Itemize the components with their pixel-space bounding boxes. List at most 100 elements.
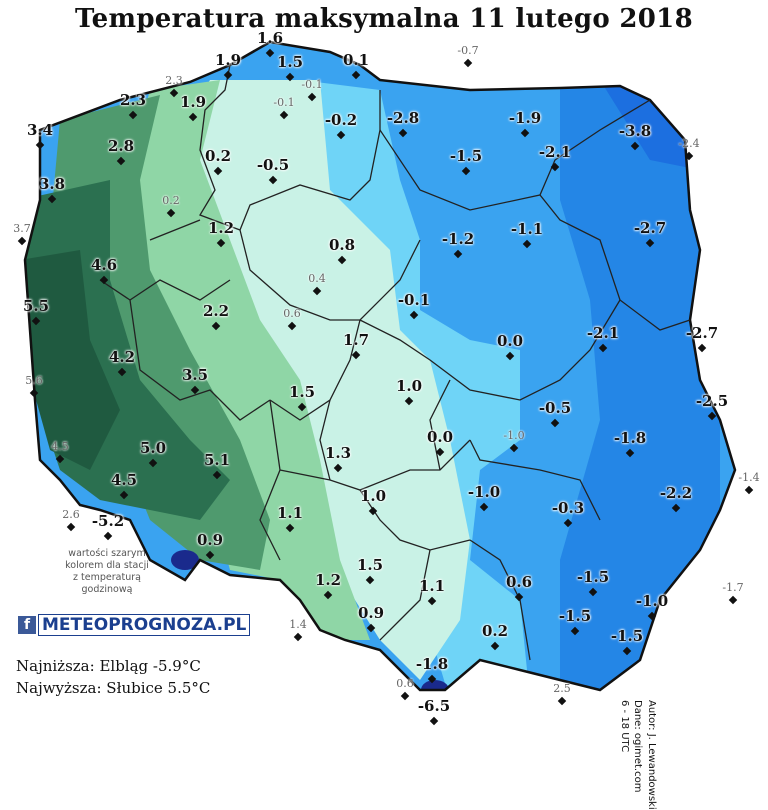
station-36: 0.0: [497, 333, 523, 360]
station-value: 3.8: [38, 174, 66, 193]
station-56: -2.2: [659, 483, 693, 512]
station-value: -2.2: [659, 483, 693, 502]
station-76: 0.6: [396, 678, 414, 700]
station-value: -2.7: [633, 218, 667, 237]
station-value: 5.5: [22, 296, 50, 315]
station-value: -2.5: [695, 391, 729, 410]
station-14: -2.4: [678, 138, 700, 160]
station-value: -1.4: [738, 470, 760, 484]
station-value: 0.9: [357, 603, 385, 622]
station-value: -1.8: [415, 654, 449, 673]
station-value: 1.1: [276, 503, 304, 522]
station-34: -0.1: [397, 290, 431, 319]
note-line: kolorem dla stacji: [65, 559, 149, 571]
station-value: 0.8: [328, 235, 356, 254]
station-4: -0.7: [457, 43, 479, 67]
station-20: -2.1: [539, 144, 571, 171]
highest-temperature: Najwyższa: Słubice 5.5°C: [16, 678, 211, 697]
station-72: 1.4: [289, 619, 307, 641]
station-value: -1.5: [449, 146, 483, 165]
station-47: 0.0: [426, 427, 454, 456]
station-32: 2.2: [203, 303, 229, 330]
station-67: 0.6: [505, 572, 533, 601]
station-75: -1.8: [415, 654, 449, 683]
station-value: 1.5: [356, 555, 384, 574]
station-value: 1.0: [395, 376, 423, 395]
station-55: -1.0: [467, 482, 501, 511]
station-58: -0.3: [551, 498, 585, 527]
station-value: 1.1: [418, 576, 446, 595]
station-value: -2.8: [386, 108, 420, 127]
station-value: 2.8: [107, 136, 135, 155]
station-66: 1.1: [418, 576, 446, 605]
station-16: 2.8: [107, 136, 135, 165]
station-value: -1.0: [467, 482, 501, 501]
station-value: -6.5: [417, 696, 451, 715]
station-64: -1.5: [576, 567, 610, 596]
station-value: 2.5: [553, 681, 571, 695]
station-0: 1.6: [256, 28, 284, 57]
station-value: 1.5: [288, 382, 316, 401]
station-value: 0.6: [505, 572, 533, 591]
station-31: 5.5: [22, 296, 50, 325]
station-value: -1.5: [576, 567, 610, 586]
station-value: 3.5: [181, 365, 209, 384]
station-value: 1.9: [179, 92, 207, 111]
logo-text[interactable]: METEOPROGNOZA.PL: [38, 614, 251, 636]
station-value: 3.7: [13, 221, 31, 235]
logo[interactable]: f METEOPROGNOZA.PL: [18, 614, 251, 636]
station-value: 5.0: [139, 438, 167, 457]
station-70: -1.5: [559, 608, 591, 635]
station-value: 2.6: [62, 507, 80, 521]
station-value: 0.0: [426, 427, 454, 446]
temperature-map: [23, 40, 737, 692]
station-value: 0.6: [283, 306, 301, 320]
station-value: 0.1: [342, 50, 370, 69]
station-value: 1.6: [256, 28, 284, 47]
station-value: 0.2: [162, 193, 180, 207]
note-line: z temperaturą: [73, 571, 141, 583]
station-74: -1.5: [611, 628, 643, 655]
lowest-temperature: Najniższa: Elbląg -5.9°C: [16, 657, 201, 675]
station-value: 5.1: [203, 450, 231, 469]
station-65: 1.2: [315, 572, 341, 599]
station-value: -1.8: [613, 428, 647, 447]
station-value: -1.9: [508, 108, 542, 127]
station-value: -0.2: [324, 110, 358, 129]
station-5: 2.3: [165, 75, 183, 97]
station-value: -0.7: [457, 43, 479, 57]
station-44: -0.5: [539, 400, 571, 427]
station-54: -1.4: [738, 470, 760, 494]
station-29: 4.6: [91, 257, 117, 284]
station-42: 1.5: [288, 382, 316, 411]
station-value: -0.1: [397, 290, 431, 309]
credit-source: Dane: ogimet.com: [632, 700, 644, 793]
station-value: -0.3: [551, 498, 585, 517]
credit-time: 6 - 18 UTC: [619, 700, 630, 753]
station-value: 3.4: [26, 120, 54, 139]
station-12: -1.9: [508, 108, 542, 137]
station-value: -2.1: [586, 323, 620, 342]
station-value: 1.3: [324, 443, 352, 462]
station-51: 5.1: [203, 450, 231, 479]
station-value: -3.8: [618, 121, 652, 140]
station-43: 1.0: [395, 376, 423, 405]
station-41: 5.6: [25, 373, 43, 397]
credits: Autor: J. Lewandowski Dane: ogimet.com 6…: [618, 700, 659, 810]
station-52: 1.3: [324, 443, 352, 472]
station-21: 3.8: [38, 174, 66, 203]
station-value: 1.2: [207, 218, 235, 237]
facebook-icon[interactable]: f: [18, 616, 36, 634]
station-35: 1.7: [343, 332, 369, 359]
station-2: 1.5: [277, 54, 303, 81]
station-value: 0.2: [481, 621, 509, 640]
station-77: 2.5: [553, 681, 571, 705]
station-69: -1.0: [636, 593, 668, 620]
station-value: 5.6: [25, 373, 43, 387]
station-62: 0.9: [197, 532, 223, 559]
station-39: 4.2: [109, 349, 135, 376]
station-61: 1.1: [276, 503, 304, 532]
station-40: 3.5: [181, 365, 209, 394]
station-value: -0.1: [273, 95, 295, 109]
station-10: -0.2: [324, 110, 358, 139]
